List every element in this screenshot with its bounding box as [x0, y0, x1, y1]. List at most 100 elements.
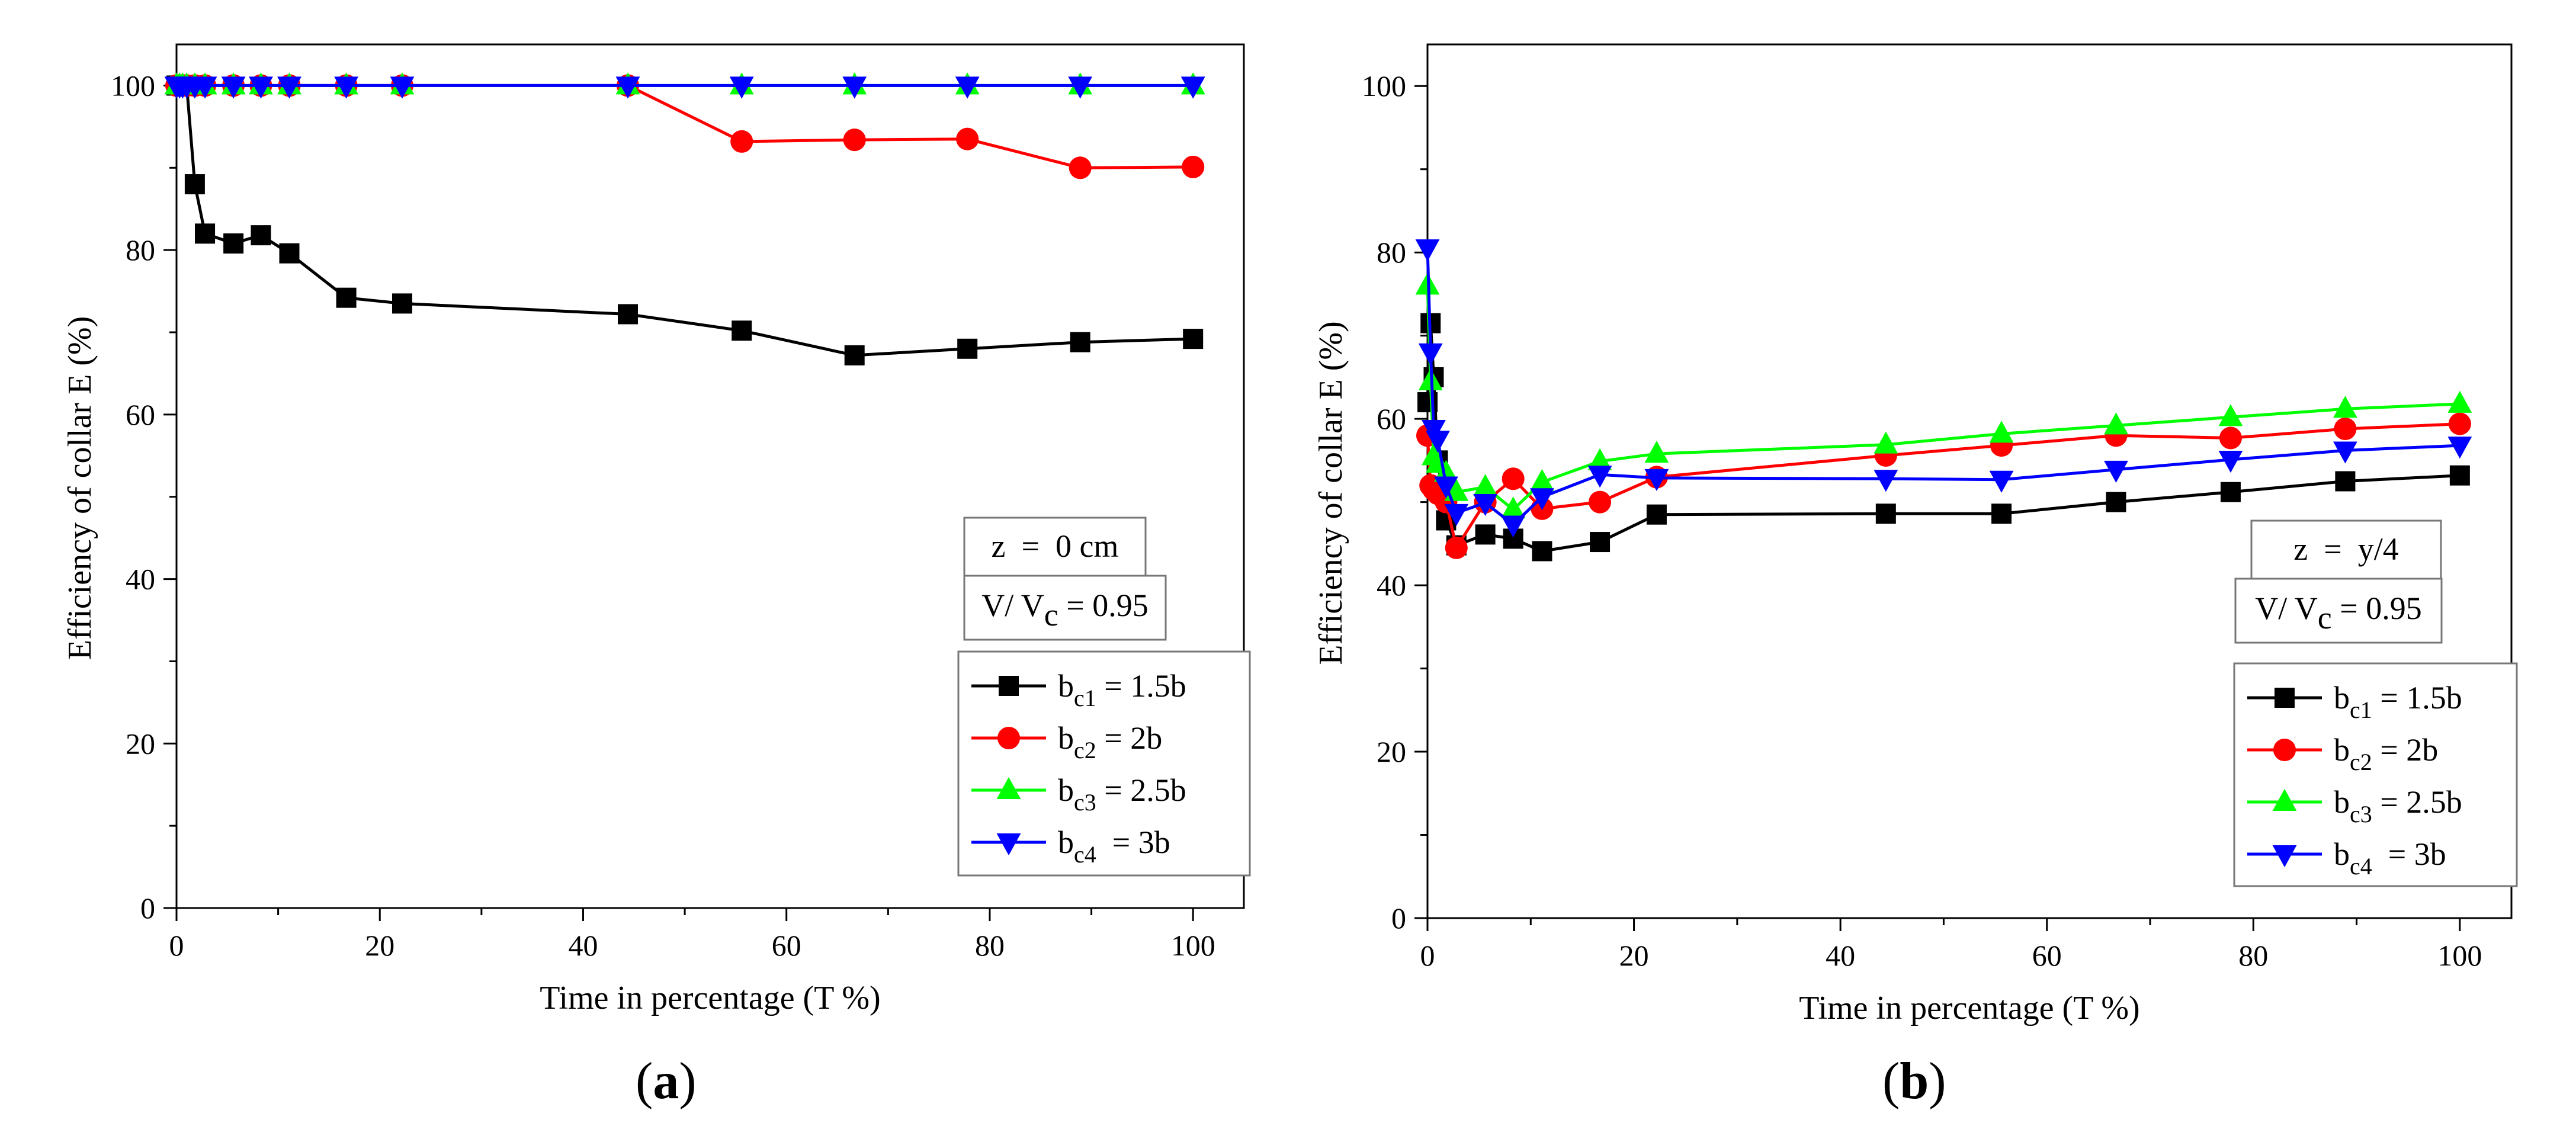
pb-data-point-c1 — [1875, 503, 1896, 524]
pb-legend-label-suffix: = 2.5b — [2372, 784, 2462, 820]
pa-velocity-annotation-main: V/ V — [981, 588, 1044, 623]
pb-y-axis-title: Efficiency of collar E (%) — [1313, 321, 1349, 665]
pa-data-point-c2 — [730, 130, 753, 153]
pb-y-tick-label: 0 — [1391, 902, 1406, 935]
pb-legend-label-main: b — [2334, 784, 2350, 820]
pb-data-point-c1 — [1532, 541, 1552, 562]
pb-data-point-c1 — [1475, 524, 1496, 545]
pa-legend-label-c4: bc4 = 3b — [1058, 825, 1170, 868]
pb-x-tick-label: 0 — [1420, 939, 1435, 972]
pa-data-point-c2 — [1069, 156, 1092, 179]
panel-a-caption: (a) — [636, 1053, 697, 1110]
pa-data-point-c4 — [842, 76, 867, 99]
pa-legend-label-main: b — [1058, 825, 1074, 860]
pb-legend-label-sub: c3 — [2350, 801, 2372, 827]
pa-y-tick-label: 40 — [126, 563, 155, 596]
pa-legend-marker-c1 — [999, 676, 1019, 696]
pa-legend-label-sub: c1 — [1074, 685, 1096, 711]
pb-data-point-c1 — [1590, 532, 1611, 553]
pb-x-tick-label: 60 — [2032, 939, 2062, 972]
pa-z-annotation-box — [963, 517, 1147, 577]
pb-data-point-c2 — [2448, 412, 2471, 435]
pb-data-point-c4 — [1433, 476, 1458, 499]
pa-legend-label-c2: bc2 = 2b — [1058, 720, 1162, 764]
pb-data-point-c3 — [2333, 396, 2357, 418]
pa-legend-label-suffix: = 2b — [1096, 720, 1162, 756]
pa-x-tick-label: 20 — [365, 929, 394, 962]
pa-legend-label-main: b — [1058, 668, 1074, 704]
pb-data-point-c3 — [1433, 460, 1458, 482]
pa-data-point-c1 — [184, 174, 205, 195]
pb-x-tick-label: 100 — [2437, 939, 2482, 972]
pa-data-point-c4 — [193, 76, 217, 99]
pb-legend-label-sub: c4 — [2350, 853, 2372, 880]
pa-data-point-c4 — [1068, 76, 1093, 99]
pb-data-point-c3 — [1587, 448, 1612, 470]
pa-data-point-c1 — [617, 304, 638, 325]
pb-data-point-c1 — [2106, 492, 2126, 512]
pb-legend-label-sub: c1 — [2350, 697, 2372, 723]
pb-data-point-c1 — [1417, 392, 1438, 413]
panel-b-caption-label: b — [1900, 1053, 1929, 1110]
pb-z-annotation-box — [2250, 519, 2442, 580]
pb-data-point-c4 — [1426, 431, 1450, 453]
panel-b-caption: (b) — [1882, 1053, 1946, 1110]
pa-x-axis-title: Time in percentage (T %) — [540, 980, 880, 1016]
pb-series-line-c4 — [1426, 248, 2460, 527]
pb-data-point-c1 — [2220, 482, 2241, 502]
chart-panel-a: 0 20 40 60 80 100 0 20 40 60 80 100 Time in percenta… — [62, 43, 1251, 1016]
pa-data-point-c4 — [729, 76, 754, 99]
pa-data-point-c2 — [956, 127, 979, 150]
pa-velocity-annotation-box — [963, 575, 1167, 641]
pa-legend-label-suffix: = 1.5b — [1096, 668, 1186, 704]
pb-data-point-c3 — [2447, 390, 2472, 413]
pb-data-point-c2 — [1502, 467, 1525, 490]
pb-legend-label-c2: bc2 = 2b — [2334, 732, 2438, 775]
pb-data-point-c4 — [1415, 239, 1440, 262]
pa-y-axis-title: Efficiency of collar E (%) — [62, 316, 98, 660]
pb-y-tick-label: 20 — [1377, 735, 1406, 768]
pa-data-point-c4 — [615, 76, 640, 99]
pb-data-point-c3 — [2218, 404, 2243, 426]
pb-data-point-c2 — [2219, 426, 2242, 450]
pa-data-point-c2 — [843, 129, 866, 152]
pa-y-tick-label: 20 — [126, 727, 155, 760]
pb-legend-label-c3: bc3 = 2.5b — [2334, 784, 2462, 827]
pb-data-point-c4 — [1644, 469, 1669, 492]
pb-velocity-annotation-text: V/ Vc = 0.95 — [2255, 591, 2421, 636]
pb-data-point-c2 — [2334, 417, 2357, 441]
pa-data-point-c4 — [249, 76, 273, 99]
pa-velocity-annotation-sub: c — [1044, 597, 1058, 633]
pb-data-point-c1 — [2335, 471, 2356, 492]
pb-z-annotation-text: z = y/4 — [2293, 531, 2398, 567]
pa-data-point-c1 — [844, 345, 865, 365]
pb-data-point-c2 — [1445, 536, 1468, 559]
pa-velocity-annotation-text: V/ Vc = 0.95 — [981, 588, 1148, 633]
pb-legend-marker-c4 — [2272, 845, 2297, 868]
pa-x-tick-label: 40 — [568, 929, 598, 962]
pa-y-tick-label: 60 — [126, 398, 155, 431]
pb-data-point-c4 — [2218, 450, 2243, 473]
pb-data-point-c3 — [1874, 431, 1898, 454]
pb-y-tick-label: 100 — [1362, 69, 1406, 102]
pb-legend-label-sub: c2 — [2350, 749, 2372, 775]
pa-y-tick-label: 0 — [140, 891, 155, 925]
pa-x-tick-label: 80 — [975, 929, 1005, 962]
pa-data-point-c1 — [1183, 329, 1204, 349]
pb-data-point-c3 — [1473, 474, 1497, 496]
pa-legend-label-sub: c4 — [1074, 841, 1096, 868]
pb-data-point-c4 — [1989, 470, 2014, 493]
pa-data-point-c1 — [336, 287, 357, 308]
pb-data-point-c4 — [2104, 460, 2128, 483]
pb-legend-label-suffix: = 1.5b — [2372, 680, 2462, 716]
pb-data-point-c3 — [1530, 469, 1554, 491]
pa-velocity-annotation-value: = 0.95 — [1058, 588, 1149, 623]
pb-legend-label-c1: bc1 = 1.5b — [2334, 680, 2462, 723]
pb-data-point-c4 — [1501, 515, 1526, 538]
pb-data-point-c4 — [1473, 494, 1497, 517]
pa-legend-label-sub: c3 — [1074, 789, 1096, 816]
pb-legend-label-c4: bc4 = 3b — [2334, 836, 2446, 880]
pa-legend-label-suffix: = 2.5b — [1096, 772, 1186, 808]
pa-data-point-c1 — [251, 225, 271, 246]
pa-data-point-c1 — [392, 293, 412, 314]
